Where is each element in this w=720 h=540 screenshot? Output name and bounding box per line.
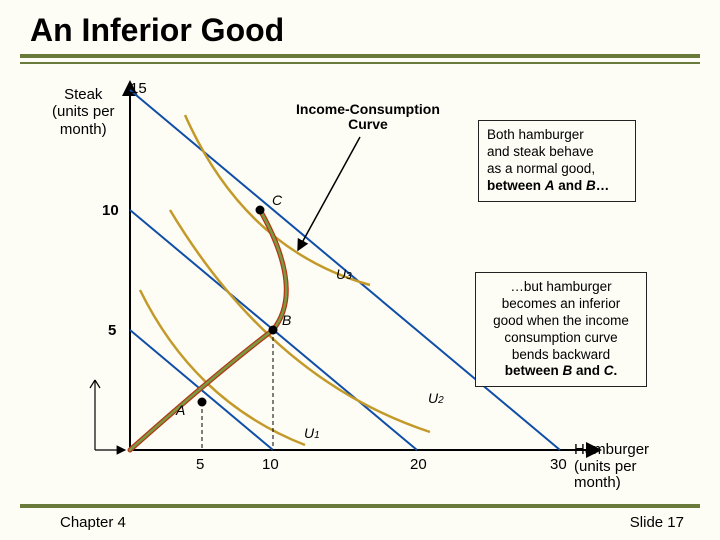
divider-thin xyxy=(20,62,700,64)
point-c-label: C xyxy=(272,192,282,208)
x-axis-label-1: Hamburger xyxy=(574,441,649,458)
u3-label: U3 xyxy=(336,266,352,282)
footer-slide: Slide 17 xyxy=(630,514,684,531)
callout-inferior-good: …but hamburger becomes an inferior good … xyxy=(475,272,647,387)
xtick-30: 30 xyxy=(550,456,567,473)
x-axis-label-2: (units per month) xyxy=(574,458,637,492)
xtick-10: 10 xyxy=(262,456,279,473)
ytick-15: 15 xyxy=(130,80,147,97)
u2-label: U2 xyxy=(428,390,444,406)
chart-area: Steak (units per month) xyxy=(40,80,680,500)
point-b-label: B xyxy=(282,312,291,328)
divider-top xyxy=(20,54,700,58)
divider-bottom xyxy=(20,504,700,508)
x-axis-label: Hamburger (units per month) xyxy=(574,442,680,492)
xtick-5: 5 xyxy=(196,456,204,473)
ytick-10: 10 xyxy=(102,202,119,219)
callout-normal-good: Both hamburger and steak behave as a nor… xyxy=(478,120,636,202)
slide-title: An Inferior Good xyxy=(30,12,284,49)
ic-label: Income-ConsumptionCurve xyxy=(296,102,440,133)
u1-label: U1 xyxy=(304,425,320,441)
point-a-label: A xyxy=(176,402,185,418)
ytick-5: 5 xyxy=(108,322,116,339)
footer-chapter: Chapter 4 xyxy=(60,514,126,531)
xtick-20: 20 xyxy=(410,456,427,473)
